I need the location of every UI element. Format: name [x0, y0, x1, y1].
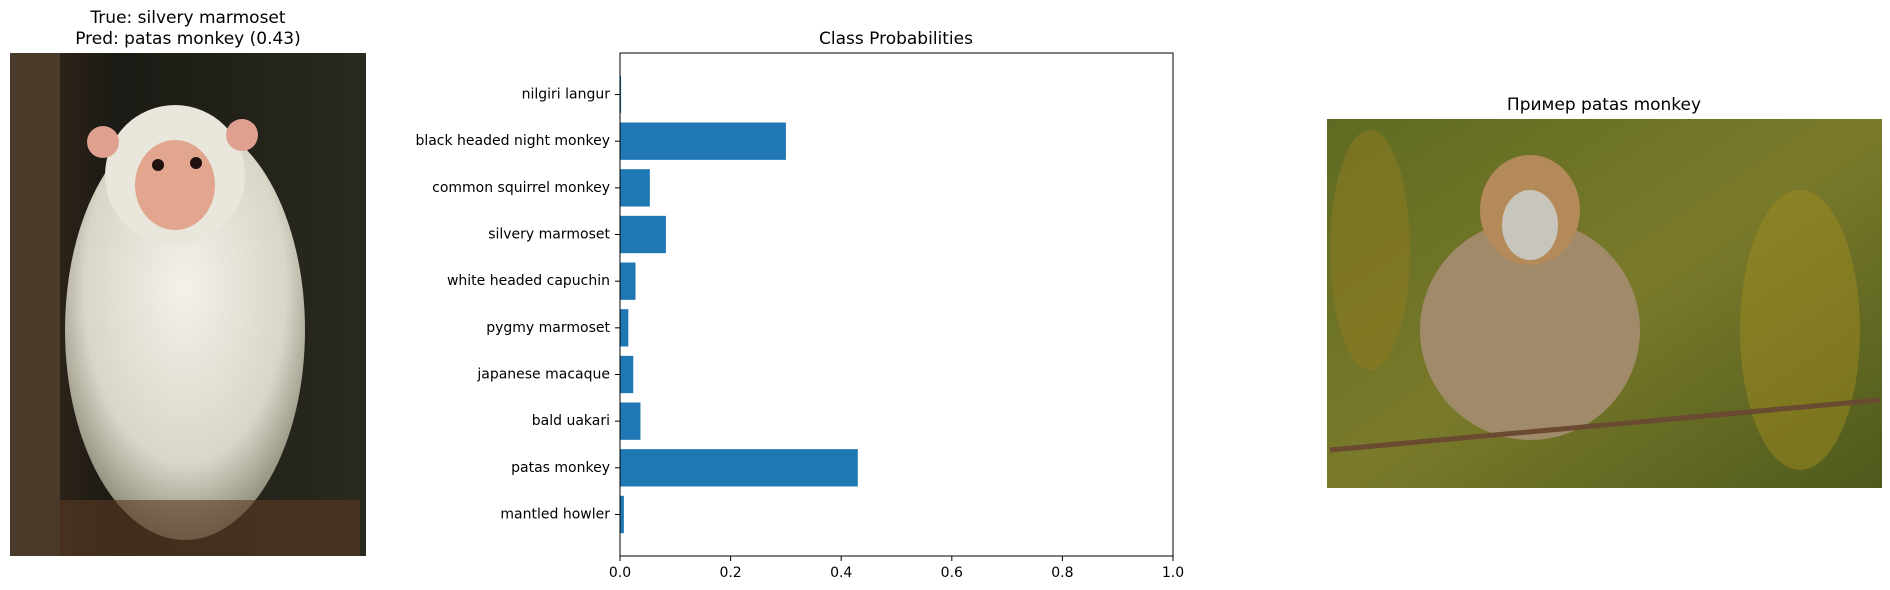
y-tick-label: japanese macaque	[476, 366, 610, 382]
bar	[620, 262, 636, 300]
bar	[620, 169, 650, 207]
y-tick-label: mantled howler	[500, 506, 610, 522]
chart-title: Class Probabilities	[819, 29, 973, 49]
left-image	[10, 53, 366, 556]
x-tick-label: 0.6	[941, 565, 963, 581]
image-title: True: silvery marmoset	[89, 8, 285, 28]
right-image	[1327, 119, 1882, 488]
chart: Class Probabilities	[819, 29, 973, 49]
y-tick-label: bald uakari	[532, 413, 610, 429]
y-tick-label: silvery marmoset	[488, 227, 610, 243]
y-tick-label: nilgiri langur	[522, 87, 611, 103]
y-tick-label: common squirrel monkey	[432, 180, 610, 196]
y-tick-label: pygmy marmoset	[486, 320, 610, 336]
x-tick-label: 1.0	[1162, 565, 1184, 581]
bar	[620, 495, 624, 534]
x-tick-label: 0.2	[719, 565, 741, 581]
x-tick-label: 0.4	[830, 565, 852, 581]
bar	[620, 215, 666, 254]
bar	[620, 122, 786, 160]
image-title: Пример patas monkey	[1507, 95, 1701, 115]
y-tick-label: black headed night monkey	[415, 133, 610, 149]
bar	[620, 75, 622, 114]
plot-frame	[619, 52, 1174, 557]
bar	[620, 309, 629, 347]
x-tick-label: 0.8	[1051, 565, 1073, 581]
bar	[620, 355, 634, 394]
bar	[620, 449, 858, 487]
image-subtitle: Pred: patas monkey (0.43)	[75, 29, 301, 49]
y-tick-label: white headed capuchin	[447, 273, 610, 289]
bar	[620, 402, 641, 440]
y-tick-label: patas monkey	[511, 460, 610, 476]
x-tick-label: 0.0	[609, 565, 631, 581]
